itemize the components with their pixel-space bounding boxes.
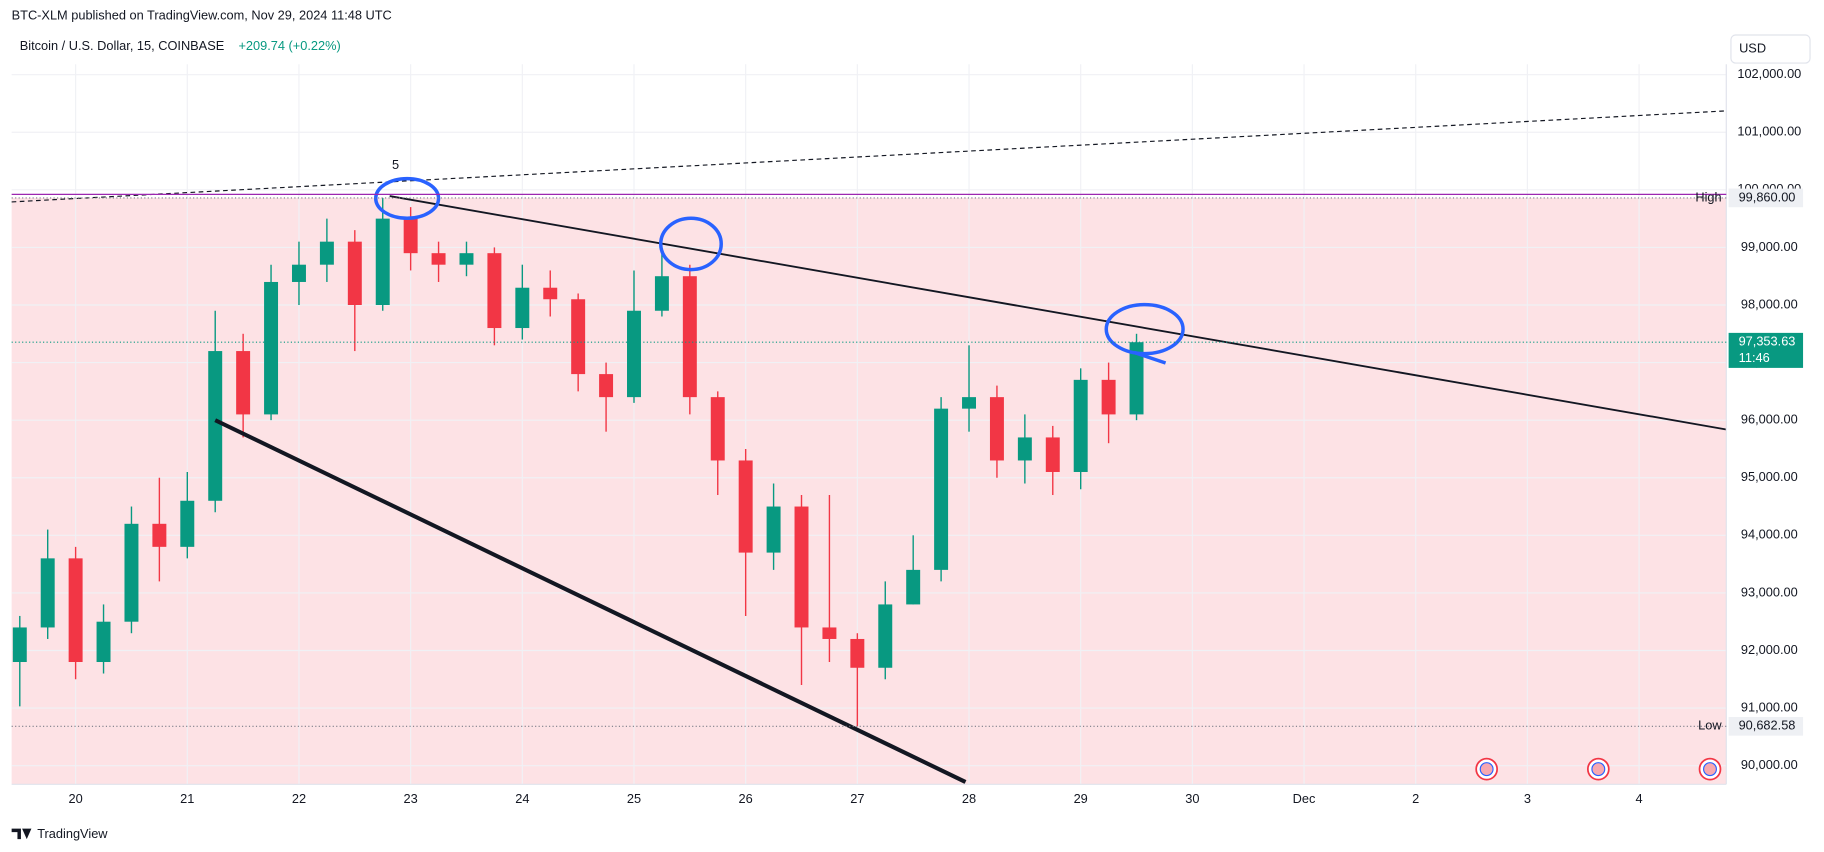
candle-body <box>878 604 893 668</box>
candle-body <box>1045 437 1060 472</box>
x-tick-label: 24 <box>515 791 529 806</box>
candle-body <box>152 523 167 547</box>
x-tick-label: 29 <box>1074 791 1088 806</box>
candle-body <box>515 287 530 329</box>
hand-drawn-circle <box>1104 302 1185 356</box>
candle-body <box>180 500 195 547</box>
candle-body <box>236 351 251 415</box>
candle-body <box>766 506 781 553</box>
logo <box>11 828 32 840</box>
event-icon-inner <box>1591 762 1606 777</box>
x-tick-label: 27 <box>850 791 864 806</box>
y-tick-label: 92,000.00 <box>1741 642 1798 657</box>
annotation: 5 <box>392 157 399 172</box>
candle-body <box>710 397 725 461</box>
candle-body <box>208 351 223 501</box>
candle-body <box>934 408 949 570</box>
y-tick-label: 95,000.00 <box>1741 469 1798 484</box>
x-tick-label: 23 <box>404 791 418 806</box>
x-tick-label: 26 <box>739 791 753 806</box>
y-tick-label: 99,000.00 <box>1741 239 1798 254</box>
y-tick-label: 102,000.00 <box>1737 66 1801 81</box>
candle-body <box>1073 379 1088 472</box>
candle-body <box>1017 437 1032 461</box>
symbol-title: Bitcoin / U.S. Dollar, 15, COINBASE <box>20 38 224 53</box>
high-label: High <box>1695 189 1721 204</box>
price-change: +209.74 (+0.22%) <box>238 38 340 53</box>
x-tick-label: 21 <box>180 791 194 806</box>
candle-body <box>319 241 334 265</box>
candle-body <box>738 460 753 553</box>
candle-body <box>599 374 614 398</box>
x-tick-label: 3 <box>1524 791 1531 806</box>
candle-body <box>459 253 474 265</box>
candle-body <box>571 299 586 375</box>
trend-line <box>389 195 1727 431</box>
candle-body <box>96 621 111 663</box>
publisher: BTC-XLM published on TradingView.com, No… <box>12 8 392 23</box>
candle-body <box>124 523 139 622</box>
candle-body <box>906 569 921 605</box>
candle-body <box>12 627 27 663</box>
candle-body <box>682 276 697 398</box>
candle-body <box>627 310 641 398</box>
x-tick-label: 22 <box>292 791 306 806</box>
countdown: 11:46 <box>1739 350 1770 365</box>
currency[interactable]: USD <box>1739 40 1766 55</box>
candle-body <box>375 218 390 305</box>
x-tick-label: 30 <box>1185 791 1199 806</box>
trend-line-thick <box>214 418 967 784</box>
candle-body <box>347 241 362 305</box>
candle-body <box>431 253 446 265</box>
x-tick-label: 4 <box>1636 791 1643 806</box>
candle-body <box>68 558 83 663</box>
event-icon-inner <box>1479 762 1494 777</box>
candle-body <box>264 281 279 415</box>
last-price-box <box>1728 332 1804 368</box>
y-tick-label: 98,000.00 <box>1741 296 1798 311</box>
candle-body <box>989 397 1004 461</box>
candle-body <box>403 218 418 254</box>
candle-body <box>1129 342 1144 415</box>
candle-body <box>654 276 669 311</box>
candle-body <box>850 638 865 668</box>
low-label: Low <box>1698 718 1722 733</box>
candle-body <box>962 397 976 409</box>
low-price: 90,682.58 <box>1739 718 1796 733</box>
candle-body <box>487 253 502 329</box>
y-tick-label: 101,000.00 <box>1737 124 1801 139</box>
candle-body <box>543 287 558 300</box>
last-price: 97,353.63 <box>1739 334 1796 349</box>
y-tick-label: 94,000.00 <box>1741 527 1798 542</box>
trend-line-dashed <box>11 110 1727 203</box>
candle-body <box>822 627 837 639</box>
plot-area <box>11 64 1727 785</box>
x-tick-label: 2 <box>1412 791 1419 806</box>
low-price-box <box>1728 717 1804 736</box>
x-tick-label: 28 <box>962 791 976 806</box>
candle-body <box>291 264 306 282</box>
y-tick-label: 91,000.00 <box>1741 699 1798 714</box>
y-tick-label: 96,000.00 <box>1741 412 1798 427</box>
event-icon-inner <box>1703 762 1717 777</box>
high-price: 99,860.00 <box>1739 189 1796 204</box>
candle-body <box>794 506 809 628</box>
currency-button[interactable] <box>1730 34 1811 64</box>
candle-body <box>1101 379 1116 415</box>
candle-body <box>40 558 55 628</box>
y-tick-label: 90,000.00 <box>1741 757 1798 772</box>
hand-drawn-circle <box>658 216 723 272</box>
x-tick-label: 25 <box>627 791 641 806</box>
y-tick-label: 93,000.00 <box>1741 584 1798 599</box>
x-tick-label: 20 <box>69 791 83 806</box>
high-price-box <box>1728 188 1804 208</box>
x-tick-label: Dec <box>1293 791 1316 806</box>
range-fill <box>11 197 1727 785</box>
hand-drawn-stroke <box>1133 350 1167 365</box>
footer: TradingView <box>37 826 108 841</box>
